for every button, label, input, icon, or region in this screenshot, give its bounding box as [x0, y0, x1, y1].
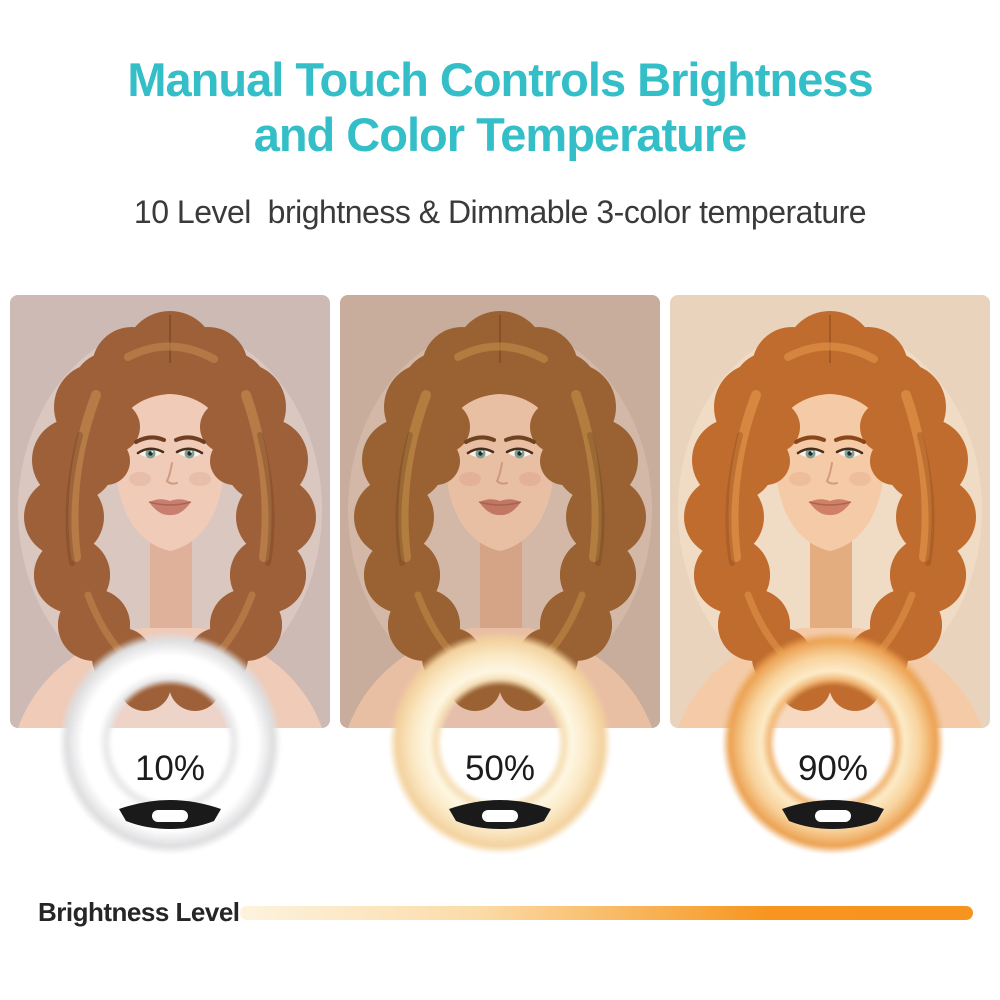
phone-clip-icon — [782, 800, 884, 829]
clip-slot — [152, 810, 188, 822]
title-line-1: Manual Touch Controls Brightness — [127, 53, 873, 106]
brightness-value: 50% — [464, 749, 536, 788]
clip-slot — [482, 810, 518, 822]
brightness-gradient-bar — [240, 906, 973, 920]
title-line-2: and Color Temperature — [253, 108, 748, 161]
ring-light-90: 90% — [721, 631, 945, 855]
ring-light-10: 10% — [58, 631, 282, 855]
clip-slot — [815, 810, 851, 822]
phone-clip-icon — [119, 800, 221, 829]
brightness-value: 10% — [134, 749, 206, 788]
brightness-level-label: Brightness Level — [38, 897, 240, 927]
page-title: Manual Touch Controls Brightness and Col… — [0, 52, 1000, 162]
ring-light-50: 50% — [388, 631, 612, 855]
brightness-value: 90% — [797, 749, 869, 788]
subtitle: 10 Level brightness & Dimmable 3-color t… — [133, 194, 867, 230]
phone-clip-icon — [449, 800, 551, 829]
